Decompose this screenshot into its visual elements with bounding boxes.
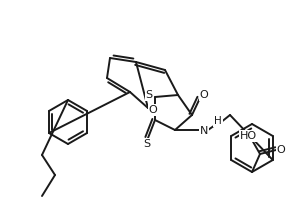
Text: O: O <box>200 90 209 100</box>
Text: O: O <box>277 145 286 155</box>
Text: S: S <box>144 139 151 149</box>
Text: N: N <box>200 126 208 136</box>
Text: H: H <box>214 116 222 126</box>
Text: O: O <box>149 105 157 115</box>
Text: S: S <box>145 90 152 100</box>
Text: HO: HO <box>239 131 257 141</box>
